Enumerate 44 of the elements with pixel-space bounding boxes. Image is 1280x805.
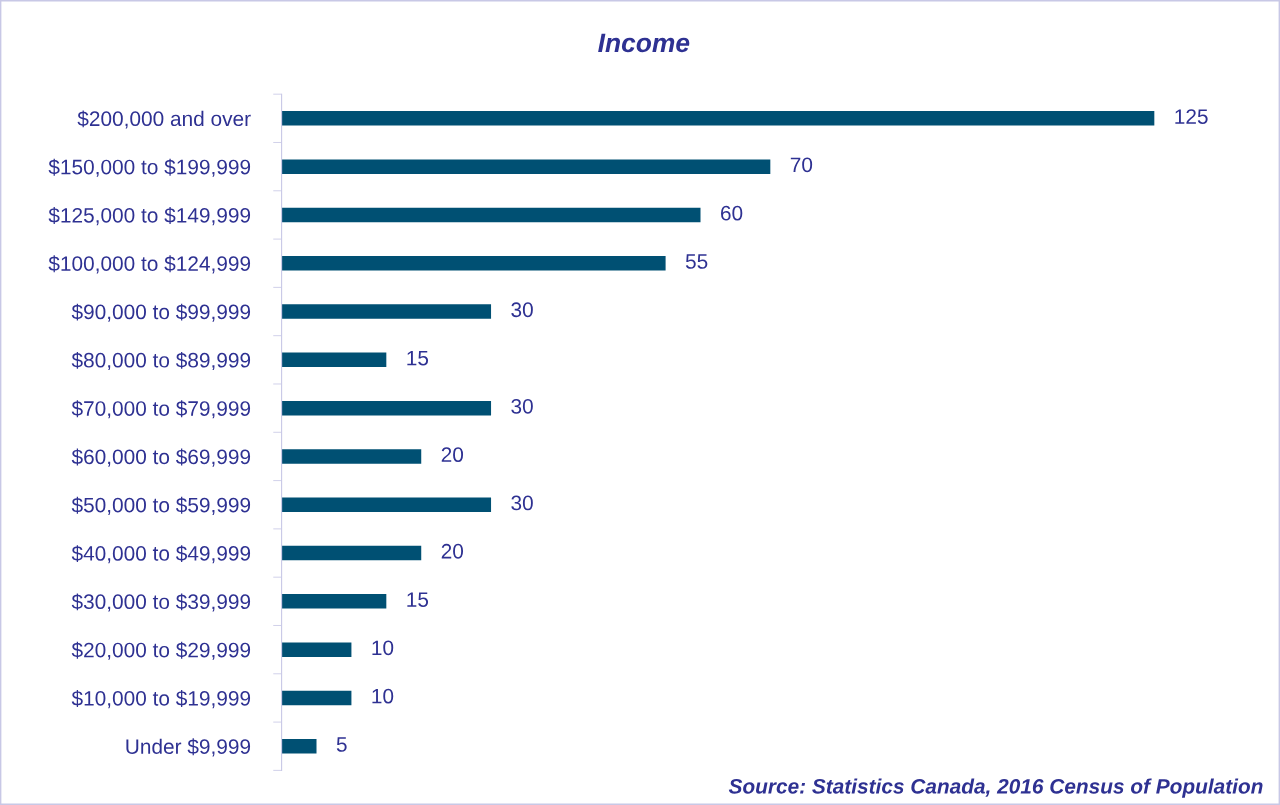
- y-tick-label: $60,000 to $69,999: [71, 448, 251, 467]
- bar: [281, 255, 666, 271]
- bar: [281, 642, 352, 657]
- data-label: 15: [407, 592, 429, 607]
- data-label: 125: [1175, 109, 1208, 124]
- y-tick-label: $40,000 to $49,999: [71, 545, 251, 564]
- y-tick-label: $10,000 to $19,999: [71, 690, 251, 709]
- y-tick-label: $30,000 to $39,999: [71, 593, 251, 612]
- data-label: 55: [685, 254, 708, 269]
- y-tick-label: $50,000 to $59,999: [71, 496, 251, 515]
- bar: [281, 594, 387, 609]
- bar: [281, 207, 701, 223]
- data-label: 20: [441, 447, 464, 463]
- source-note: Source: Statistics Canada, 2016 Census of Population: [728, 778, 1263, 798]
- data-label: 30: [511, 495, 533, 511]
- y-tick-label: Under $9,999: [126, 738, 251, 757]
- y-tick-label: $150,000 to $199,999: [48, 158, 251, 177]
- bar: [281, 304, 492, 319]
- bar: [281, 738, 317, 754]
- bar: [281, 400, 492, 416]
- data-label: 15: [407, 350, 429, 366]
- bar: [281, 352, 387, 368]
- data-label: 30: [511, 302, 533, 318]
- y-tick-label: $70,000 to $79,999: [71, 400, 251, 419]
- bar: [281, 497, 492, 512]
- y-tick-label: $20,000 to $29,999: [71, 641, 251, 660]
- data-label: 10: [372, 640, 394, 656]
- y-tick-label: $100,000 to $124,999: [48, 255, 251, 274]
- y-tick-label: $200,000 and over: [77, 110, 251, 129]
- data-label: 10: [372, 688, 394, 704]
- data-label: 60: [721, 205, 743, 221]
- y-tick-label: $125,000 to $149,999: [48, 207, 251, 226]
- bar: [281, 545, 422, 561]
- chart-title: Income: [598, 33, 690, 53]
- data-label: 70: [790, 157, 813, 173]
- y-tick-label: $80,000 to $89,999: [71, 351, 251, 371]
- bar: [281, 690, 352, 706]
- data-label: 30: [511, 398, 533, 414]
- bar: [281, 111, 1155, 126]
- y-tick-label: $90,000 to $99,999: [71, 303, 251, 322]
- data-label: 5: [336, 737, 347, 752]
- bar: [281, 159, 771, 174]
- bar: [281, 449, 422, 464]
- data-label: 20: [441, 543, 464, 559]
